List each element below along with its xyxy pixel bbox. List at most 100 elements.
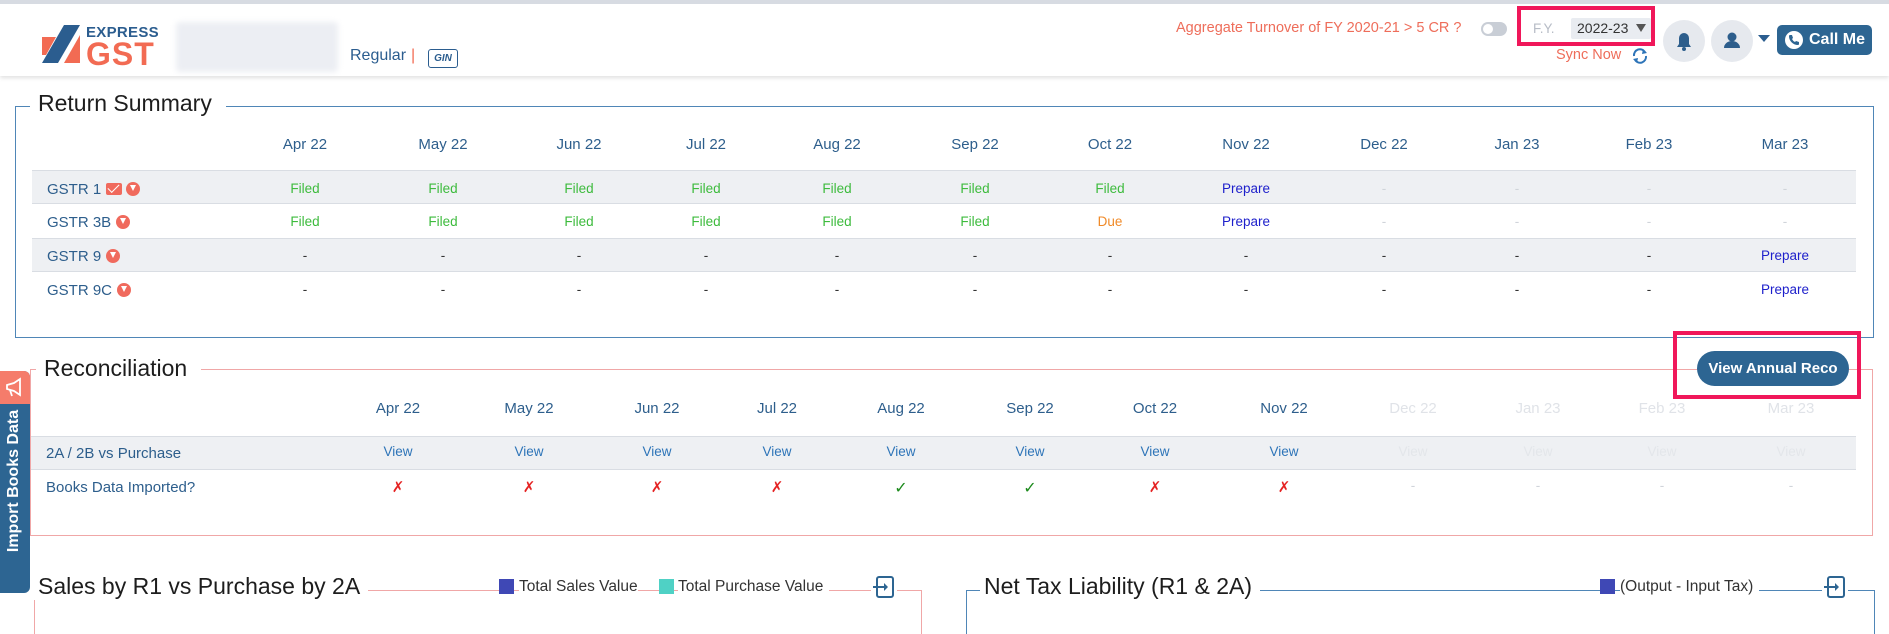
call-me-button[interactable]: Call Me (1777, 25, 1872, 55)
import-books-data-label: Import Books Data (5, 409, 22, 553)
status-cell: - (1514, 248, 1520, 263)
gstin-badge-icon[interactable]: GIN (428, 49, 458, 68)
status-cell[interactable]: Prepare (1760, 248, 1810, 263)
download-icon[interactable] (126, 182, 141, 196)
view-annual-reco-button[interactable]: View Annual Reco (1697, 351, 1849, 386)
status-cell: - (440, 248, 446, 263)
phone-icon (1785, 31, 1803, 49)
status-cell: - (1646, 181, 1652, 196)
user-menu-chevron-icon[interactable] (1758, 35, 1770, 42)
status-cell: Filed (691, 214, 721, 229)
logo-gst-text: GST (86, 36, 155, 72)
month-header: May 22 (504, 400, 554, 417)
reconciliation-panel (30, 369, 1873, 536)
status-cell: - (1107, 282, 1113, 297)
status-cell: - (302, 282, 308, 297)
status-cell: - (1646, 282, 1652, 297)
fy-select-value: 2022-23 (1577, 20, 1629, 36)
megaphone-icon (6, 377, 21, 397)
return-label-gstr-1[interactable]: GSTR 1 (47, 181, 102, 198)
mail-icon[interactable] (106, 183, 123, 195)
status-cell: - (302, 248, 308, 263)
status-cell: - (703, 248, 709, 263)
export-icon[interactable] (871, 574, 897, 600)
legend-swatch-output-input (1600, 579, 1615, 594)
month-header: Nov 22 (1260, 400, 1308, 417)
month-header: Apr 22 (282, 136, 328, 153)
view-link[interactable]: View (762, 444, 792, 459)
download-icon[interactable] (117, 283, 132, 297)
month-header: Mar 23 (1761, 136, 1809, 153)
status-cell: - (834, 248, 840, 263)
month-header: Dec 22 (1360, 136, 1408, 153)
logo-mark-icon (42, 25, 80, 63)
view-link[interactable]: View (1269, 444, 1299, 459)
month-header: Dec 22 (1389, 400, 1437, 417)
status-cell: - (1243, 248, 1249, 263)
export-icon[interactable] (1822, 574, 1848, 600)
fy-highlight-frame: F.Y. 2022-23 (1517, 6, 1655, 46)
view-link[interactable]: View (514, 444, 544, 459)
import-books-data-tab-top[interactable] (0, 371, 30, 404)
status-cell: Filed (428, 181, 458, 196)
status-cell: - (1381, 214, 1387, 229)
reco-cell: - (1788, 478, 1794, 493)
status-cell: - (1514, 282, 1520, 297)
status-cell[interactable]: Prepare (1760, 282, 1810, 297)
month-header: Jun 22 (556, 136, 602, 153)
user-icon (1724, 32, 1740, 48)
month-header: Sep 22 (951, 136, 999, 153)
cross-icon: ✗ (650, 479, 664, 496)
view-link[interactable]: View (1015, 444, 1045, 459)
sync-now-link[interactable]: Sync Now (1556, 47, 1622, 63)
reco-cell: - (1535, 478, 1541, 493)
legend-swatch-total-purchase (659, 579, 674, 594)
legend-label-total-purchase: Total Purchase Value (678, 578, 830, 596)
user-profile-button[interactable] (1711, 20, 1753, 62)
view-link[interactable]: View (383, 444, 413, 459)
status-cell: Filed (564, 181, 594, 196)
status-cell: - (1107, 248, 1113, 263)
row-band (32, 238, 1856, 272)
view-link[interactable]: View (886, 444, 916, 459)
view-link: View (1523, 444, 1553, 459)
status-cell: Filed (564, 214, 594, 229)
top-header: EXPRESS GST Regular | GIN Aggregate Turn… (0, 0, 1889, 76)
download-icon[interactable] (116, 215, 131, 229)
header-separator: | (411, 47, 416, 64)
blurred-business-name (176, 22, 338, 72)
aggregate-turnover-toggle[interactable] (1481, 22, 1507, 36)
sync-icon[interactable] (1631, 47, 1649, 65)
cross-icon: ✗ (770, 479, 784, 496)
status-cell[interactable]: Prepare (1221, 214, 1271, 229)
status-cell: - (440, 282, 446, 297)
cross-icon: ✗ (1148, 479, 1162, 496)
status-cell[interactable]: Prepare (1221, 181, 1271, 196)
view-link[interactable]: View (1140, 444, 1170, 459)
status-cell: Filed (960, 181, 990, 196)
status-cell: - (1646, 248, 1652, 263)
return-label-gstr-9[interactable]: GSTR 9 (47, 248, 102, 265)
fy-label: F.Y. (1533, 21, 1555, 36)
taxpayer-type: Regular (350, 47, 407, 64)
cross-icon: ✗ (1277, 479, 1291, 496)
status-cell[interactable]: Due (1097, 214, 1123, 229)
status-cell: Filed (290, 214, 320, 229)
import-books-data-tab[interactable] (0, 371, 30, 593)
express-gst-logo[interactable]: EXPRESS GST (42, 22, 162, 72)
download-icon[interactable] (106, 249, 121, 263)
month-header: Mar 23 (1767, 400, 1815, 417)
reconciliation-title: Reconciliation (36, 355, 202, 382)
month-header: Nov 22 (1222, 136, 1270, 153)
return-label-gstr-3b[interactable]: GSTR 3B (47, 214, 112, 231)
status-cell: - (1381, 282, 1387, 297)
view-link[interactable]: View (642, 444, 672, 459)
annual-reco-highlight-frame (1673, 331, 1861, 399)
row-band (31, 436, 1856, 470)
sales-vs-purchase-panel (34, 590, 922, 634)
month-header: May 22 (418, 136, 468, 153)
fy-select[interactable]: 2022-23 (1571, 18, 1651, 39)
notifications-button[interactable] (1663, 20, 1705, 62)
return-label-gstr-9c[interactable]: GSTR 9C (47, 282, 113, 299)
month-header: Oct 22 (1087, 136, 1133, 153)
